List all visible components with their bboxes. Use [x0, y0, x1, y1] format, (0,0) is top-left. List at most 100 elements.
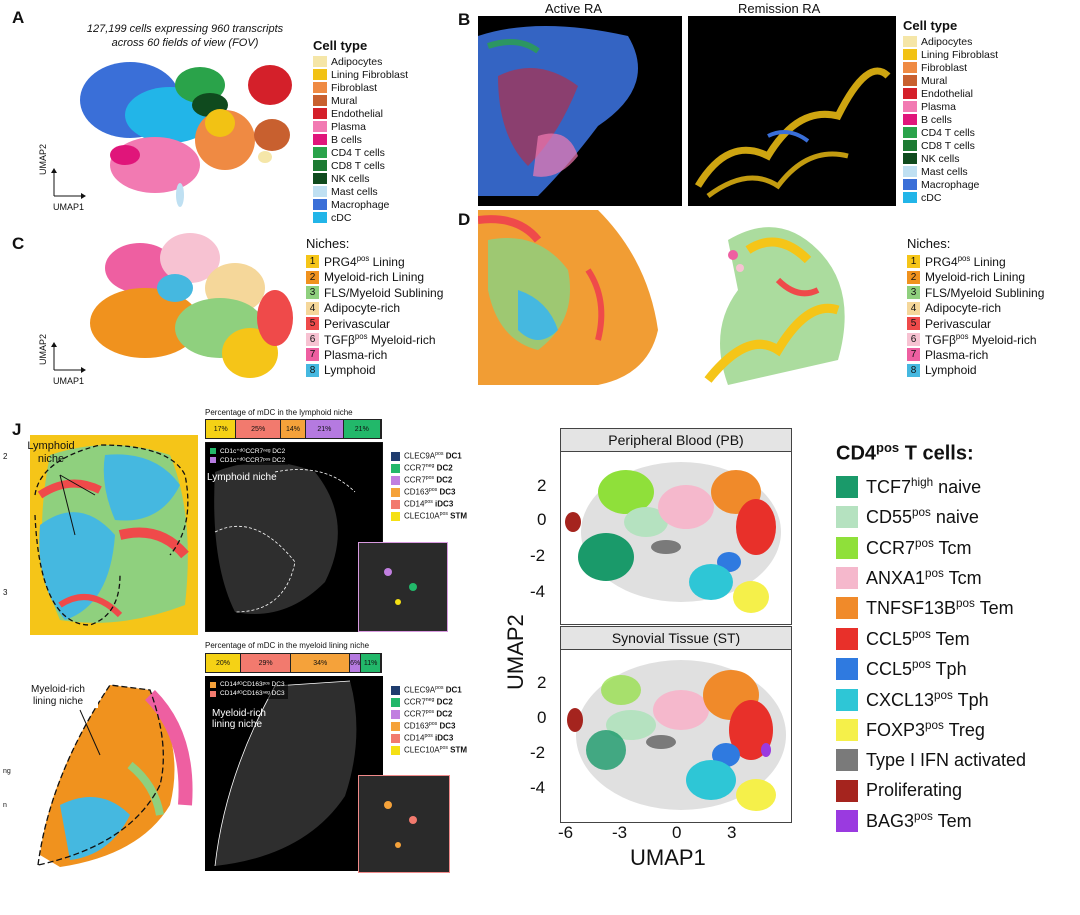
legend-label: B cells: [921, 113, 952, 126]
inset-legend-item: CD14ᵈᴼCD163ᵖᵒˢ DC3: [210, 680, 285, 689]
mdc-legend-top: CLEC9Apos DC1 CCR7neg DC2 CCR7pos DC2 CD163…: [391, 450, 467, 522]
mdc-swatch: [391, 487, 400, 497]
mdc-legend-item: CD14pos iDC3: [391, 732, 467, 744]
legend-label: Macrophage: [331, 198, 390, 211]
pct-segment: 11%: [361, 654, 381, 672]
left-text-ng: ng: [3, 768, 11, 775]
legend-item: B cells: [313, 133, 408, 146]
legend-item: Mural: [903, 74, 998, 87]
legend-item: CD4 T cells: [903, 126, 998, 139]
niche-label: Myeloid-rich Lining: [925, 270, 1026, 285]
mdc-label: CCR7pos DC2: [404, 475, 453, 485]
legend-label: Mural: [921, 74, 948, 87]
niche-legend-item: 1 PRG4pos Lining: [907, 254, 1044, 270]
niche-legend-item: 8 Lymphoid: [306, 363, 443, 379]
left-tick-3: 3: [3, 588, 8, 597]
panel-c-axes-arrow: [51, 342, 86, 373]
myeloid-pct-title: Percentage of mDC in the myeloid lining …: [205, 641, 370, 650]
pct-segment: 25%: [236, 420, 281, 438]
niche-legend-item: 7 Plasma-rich: [306, 347, 443, 363]
legend-item: Plasma: [903, 100, 998, 113]
cd4-label: CXCL13pos Tph: [866, 688, 989, 710]
xtick-neg6: -6: [558, 823, 574, 842]
myeloid-inset-legend: CD14ᵈᴼCD163ᵖᵒˢ DC3 CD14ᵈᴼCD163ⁿᵉᵍ DC3: [207, 679, 288, 699]
legend-label: Lining Fibroblast: [921, 48, 999, 61]
legend-label: CD8 T cells: [331, 159, 385, 172]
myeloid-niche-map: [37, 684, 193, 867]
panel-label-a: A: [12, 8, 25, 27]
mdc-swatch: [391, 745, 400, 755]
pct-segment: 21%: [306, 420, 344, 438]
niche-myeloid-lining-cluster: [90, 288, 200, 358]
cd4-legend-item: Proliferating: [836, 776, 1026, 806]
cd4-swatch: [836, 658, 858, 681]
mdc-swatch: [391, 697, 400, 707]
legend-label: Plasma: [331, 120, 367, 133]
legend-label: Adipocytes: [331, 55, 383, 68]
xtick-3: 3: [727, 823, 737, 842]
cluster-adipocytes: [258, 151, 272, 163]
legend-label: Plasma: [921, 100, 957, 113]
mdc-label: CD163pos DC3: [404, 721, 456, 731]
niches-title-d: Niches:: [907, 236, 951, 251]
cd4-swatch: [836, 688, 858, 711]
st-ytick-neg4: -4: [530, 778, 546, 797]
mdc-legend-item: CCR7pos DC2: [391, 708, 467, 720]
umap-ylabel: UMAP2: [503, 614, 528, 690]
lymphoid-niche-label: Lymphoid niche: [27, 440, 75, 465]
niches-items: 1 PRG4pos Lining 2 Myeloid-rich Lining 3 FLS/…: [306, 254, 443, 378]
legend-label: NK cells: [921, 152, 960, 165]
left-text-n: n: [3, 802, 7, 809]
mdc-label: CLEC9Apos DC1: [404, 451, 462, 461]
legend-label: CD4 T cells: [331, 146, 385, 159]
niche-legend-item: 5 Perivascular: [907, 316, 1044, 332]
legend-swatch: [903, 88, 917, 99]
mdc-label: CD14pos iDC3: [404, 733, 454, 743]
cell-type-legend-a: Cell type Adipocytes Lining Fibroblast Fib…: [313, 38, 408, 224]
inset-swatch: [210, 447, 216, 454]
legend-label: NK cells: [331, 172, 370, 185]
mdc-swatch: [391, 733, 400, 743]
pb-plot-area: [560, 451, 792, 625]
cd4-swatch: [836, 506, 858, 529]
cd4-swatch: [836, 567, 858, 590]
legend-label: Endothelial: [331, 107, 383, 120]
myeloid-niche-label: Myeloid-rich lining niche: [18, 684, 98, 708]
niche-label: Plasma-rich: [925, 347, 989, 362]
legend-label: Adipocytes: [921, 35, 973, 48]
cd4-swatch: [836, 810, 858, 833]
cd4-legend-item: FOXP3pos Treg: [836, 715, 1026, 745]
mdc-legend-item: CCR7neg DC2: [391, 696, 467, 708]
pb-facet-title: Peripheral Blood (PB): [560, 428, 792, 452]
legend-swatch: [903, 101, 917, 112]
pct-segment: 34%: [291, 654, 351, 672]
cd4-label: Proliferating: [866, 780, 963, 801]
niche-label: Plasma-rich: [324, 347, 388, 362]
panel-c-umap2: UMAP2: [38, 333, 48, 365]
legend-swatch: [903, 140, 917, 151]
mdc-legend-item: CLEC10Apos STM: [391, 744, 467, 756]
cluster-endothelial: [248, 65, 292, 105]
legend-item: CD8 T cells: [313, 159, 408, 172]
pct-segment: 21%: [343, 420, 382, 438]
legend-swatch: [903, 179, 917, 190]
niche-plasma-cluster: [105, 243, 175, 293]
mdc-swatch: [391, 685, 400, 695]
cd4-swatch: [836, 536, 858, 559]
xtick-0: 0: [672, 823, 682, 842]
mdc-swatch: [391, 511, 400, 521]
legend-items: Adipocytes Lining Fibroblast Fibroblast Mur…: [313, 55, 408, 224]
cd4-legend-item: Type I IFN activated: [836, 745, 1026, 775]
legend-item: cDC: [313, 211, 408, 224]
legend-label: CD8 T cells: [921, 139, 975, 152]
niche-number-box: 4: [907, 301, 920, 315]
legend-swatch: [903, 75, 917, 86]
legend-swatch: [313, 173, 327, 184]
niche-number-box: 1: [907, 255, 920, 269]
niche-number-box: 6: [907, 332, 920, 346]
inset-legend-item: CD1c⁺ᵈᴼCCR7ⁿᵉᵍ DC2: [210, 446, 285, 455]
cd4-label: CD55pos naive: [866, 506, 979, 528]
legend-swatch: [313, 134, 327, 145]
niche-label: Adipocyte-rich: [324, 301, 401, 316]
lymphoid-niche-map: [30, 435, 198, 635]
